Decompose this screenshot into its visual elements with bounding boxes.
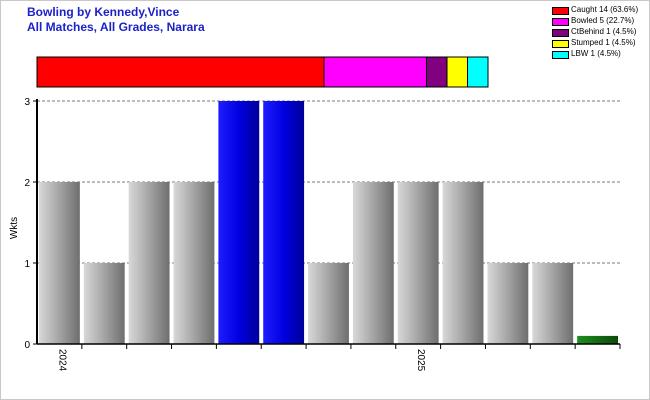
axes: 0 1 2 3 2024 2025: [24, 97, 621, 372]
bars: [39, 101, 618, 344]
legend-swatch-bowled: [552, 18, 569, 26]
bar: [397, 182, 439, 344]
legend-label-lbw: LBW 1 (4.5%): [571, 49, 621, 58]
legend-label-bowled: Bowled 5 (22.7%): [571, 16, 635, 25]
stack-segment-bowled: [323, 56, 427, 88]
stacked-summary-bar: [36, 56, 489, 88]
legend-item-bowled: Bowled 5 (22.7%): [552, 16, 650, 27]
bar: [308, 263, 349, 344]
bar: [352, 182, 394, 344]
bar: [218, 101, 260, 344]
legend-item-caught: Caught 14 (63.6%): [552, 5, 650, 16]
bar: [487, 263, 529, 344]
x-tick-label: 2024: [56, 349, 67, 372]
y-tick-label: 1: [24, 259, 30, 270]
bar: [173, 182, 215, 344]
bar: [577, 335, 618, 344]
bar: [532, 263, 574, 344]
x-tick-label: 2025: [415, 349, 426, 372]
bar: [442, 182, 484, 344]
legend-item-lbw: LBW 1 (4.5%): [552, 49, 650, 60]
legend-swatch-ctbehind: [552, 29, 569, 37]
y-axis-label: Wkts: [9, 217, 20, 239]
y-tick-label: 2: [24, 178, 30, 189]
y-tick-label: 0: [24, 340, 30, 351]
legend-item-stumped: Stumped 1 (4.5%): [552, 38, 650, 49]
bar: [39, 182, 80, 344]
bar: [128, 182, 170, 344]
stack-segment-ctbehind: [426, 56, 448, 88]
chart-title-line1: Bowling by Kennedy,Vince: [27, 5, 180, 19]
legend-label-stumped: Stumped 1 (4.5%): [571, 38, 636, 47]
bar: [263, 101, 305, 344]
legend-label-ctbehind: CtBehind 1 (4.5%): [571, 27, 637, 36]
stack-segment-caught: [36, 56, 325, 88]
gridlines: [37, 100, 620, 264]
legend-swatch-lbw: [552, 51, 569, 59]
stack-segment-stumped: [446, 56, 468, 88]
legend: Caught 14 (63.6%) Bowled 5 (22.7%) CtBeh…: [552, 5, 650, 60]
bar: [83, 263, 125, 344]
legend-swatch-stumped: [552, 40, 569, 48]
stack-segment-lbw: [467, 56, 489, 88]
y-tick-label: 3: [24, 97, 30, 108]
legend-label-caught: Caught 14 (63.6%): [571, 5, 639, 14]
legend-swatch-caught: [552, 7, 569, 15]
legend-item-ctbehind: CtBehind 1 (4.5%): [552, 27, 650, 38]
chart-title-line2: All Matches, All Grades, Narara: [27, 20, 205, 34]
